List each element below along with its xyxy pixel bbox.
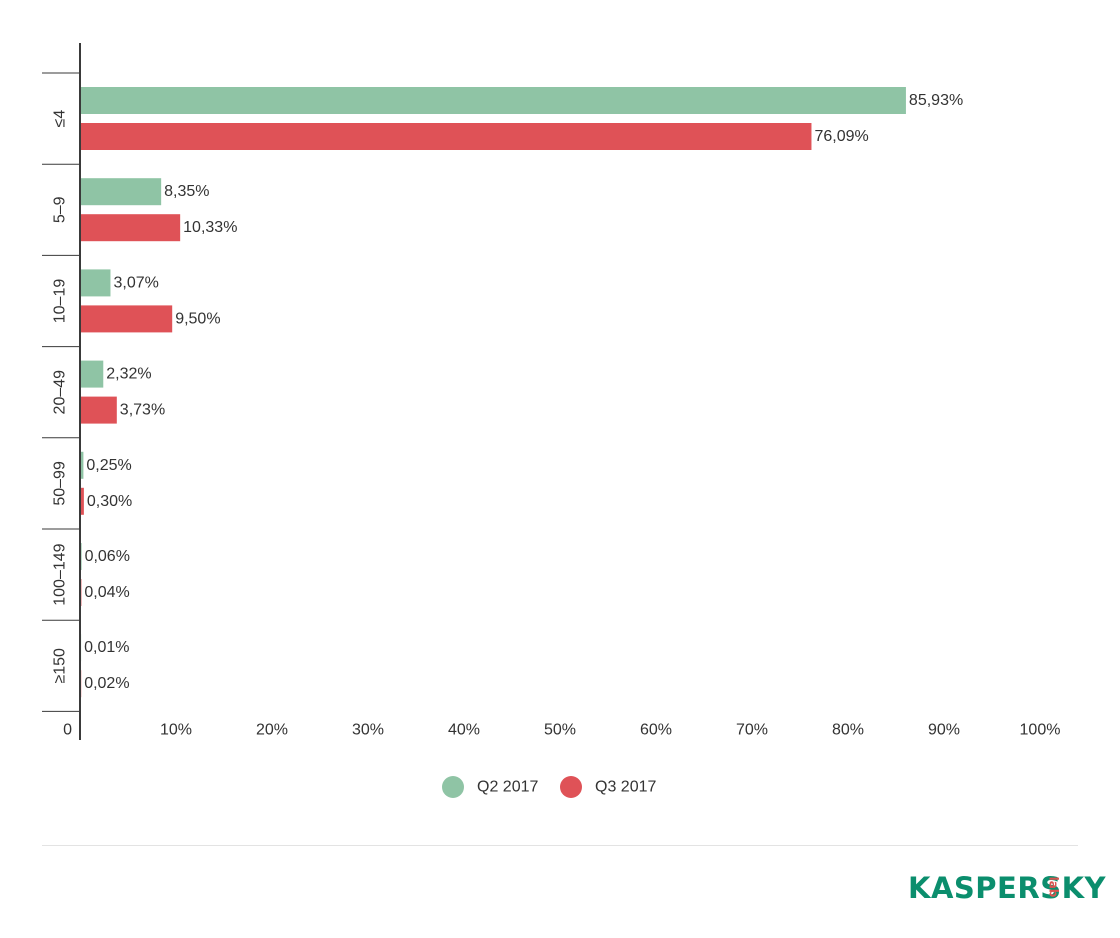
data-label: 9,50% bbox=[175, 310, 220, 327]
x-tick-label: 90% bbox=[928, 722, 960, 739]
data-label: 8,35% bbox=[164, 183, 209, 200]
bar-q3 bbox=[81, 487, 84, 515]
bar-chart: 85,93% 8,35% 3,07% 2,32% 0,25% 0,06% 0,01% 76,0… bbox=[42, 43, 1060, 798]
bar-q3 bbox=[81, 305, 173, 333]
data-label: 0,30% bbox=[87, 493, 132, 510]
bar-q2 bbox=[81, 543, 82, 570]
data-label: 0,04% bbox=[84, 584, 129, 601]
data-label: 2,32% bbox=[106, 366, 151, 383]
legend-swatch bbox=[560, 776, 582, 798]
category-label: 50–99 bbox=[52, 461, 69, 506]
data-label: 0,01% bbox=[84, 639, 129, 656]
data-label: 85,93% bbox=[909, 92, 963, 109]
data-label: 0,02% bbox=[84, 675, 129, 692]
data-label: 0,06% bbox=[85, 548, 130, 565]
data-label: 0,25% bbox=[86, 457, 131, 474]
x-tick-label: 70% bbox=[736, 722, 768, 739]
x-tick-label: 60% bbox=[640, 722, 672, 739]
x-tick-label: 30% bbox=[352, 722, 384, 739]
category-label: 5–9 bbox=[52, 196, 69, 223]
data-labels-layer: 85,93% 8,35% 3,07% 2,32% 0,25% 0,06% 0,01% 76,0… bbox=[84, 92, 963, 692]
bar-q2 bbox=[81, 451, 84, 479]
bar-q2 bbox=[81, 87, 906, 114]
bar-q3 bbox=[81, 214, 181, 242]
category-label: 20–49 bbox=[52, 370, 69, 415]
y-axis: ≤4 5–9 10–19 20–49 50–99 100–149 ≥150 bbox=[42, 43, 81, 740]
legend-swatch bbox=[442, 776, 464, 798]
legend-label: Q2 2017 bbox=[477, 779, 538, 796]
logo-lab-badge: lab bbox=[1046, 872, 1071, 902]
data-label: 3,73% bbox=[120, 402, 165, 419]
x-tick-label: 40% bbox=[448, 722, 480, 739]
x-tick-label: 50% bbox=[544, 722, 576, 739]
bars-layer bbox=[81, 87, 906, 698]
footer-divider bbox=[42, 845, 1078, 846]
bar-q2 bbox=[81, 178, 162, 206]
data-label: 10,33% bbox=[183, 219, 237, 236]
legend: Q2 2017 Q3 2017 bbox=[442, 776, 656, 798]
x-tick-label: 0 bbox=[63, 722, 72, 739]
category-label: ≥150 bbox=[52, 648, 69, 684]
logo-wordmark: KASPERSKY bbox=[908, 871, 1107, 905]
logo-lab-text: lab bbox=[1046, 876, 1061, 898]
kaspersky-logo: KASPERSKY lab bbox=[908, 868, 1106, 912]
data-label: 76,09% bbox=[814, 128, 868, 145]
category-label: 10–19 bbox=[52, 279, 69, 324]
bar-q2 bbox=[81, 360, 104, 388]
x-tick-label: 80% bbox=[832, 722, 864, 739]
category-label: 100–149 bbox=[52, 543, 69, 605]
x-axis-ticks: 0 10% 20% 30% 40% 50% 60% 70% 80% 90% 100% bbox=[63, 722, 1060, 739]
x-tick-label: 100% bbox=[1020, 722, 1061, 739]
category-label: ≤4 bbox=[52, 110, 69, 128]
bar-q3 bbox=[81, 123, 812, 150]
x-tick-label: 10% bbox=[160, 722, 192, 739]
bar-q3 bbox=[81, 396, 117, 424]
data-label: 3,07% bbox=[113, 274, 158, 291]
x-tick-label: 20% bbox=[256, 722, 288, 739]
legend-label: Q3 2017 bbox=[595, 779, 656, 796]
bar-q2 bbox=[81, 269, 111, 297]
